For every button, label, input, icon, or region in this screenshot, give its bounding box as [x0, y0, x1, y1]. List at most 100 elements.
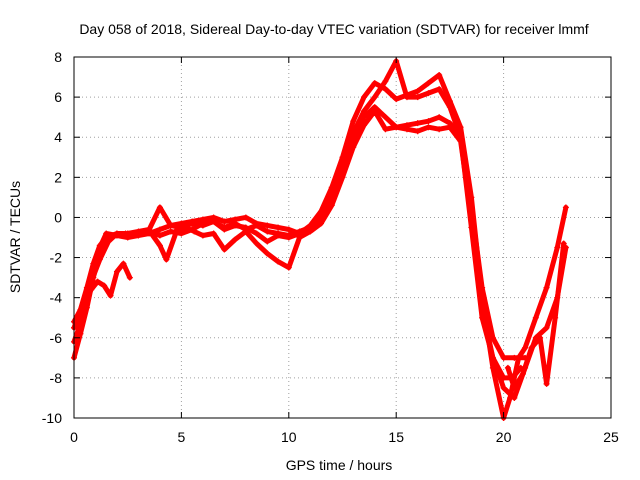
series-track-5 [81, 260, 133, 305]
series-track-4 [71, 108, 524, 381]
data-point [360, 122, 367, 129]
data-point [552, 314, 559, 321]
data-point [382, 86, 389, 93]
data-point [210, 230, 217, 237]
data-point [156, 242, 163, 249]
data-point [382, 78, 389, 85]
data-point [296, 234, 303, 241]
series-track-6 [504, 240, 567, 391]
data-point [264, 222, 271, 229]
x-tick-label: 10 [281, 429, 297, 445]
data-point [537, 334, 544, 341]
data-point [500, 384, 507, 391]
data-point [382, 114, 389, 121]
data-point [371, 108, 378, 115]
series-line [71, 72, 569, 421]
data-point [543, 284, 550, 291]
chart-title: Day 058 of 2018, Sidereal Day-to-day VTE… [79, 21, 588, 37]
data-point [307, 228, 314, 235]
series-line [71, 108, 524, 381]
y-tick-label: 0 [54, 209, 62, 225]
data-point [113, 268, 120, 275]
data-point [94, 278, 101, 285]
series-line [505, 241, 567, 391]
data-point [528, 344, 535, 351]
data-point [88, 286, 95, 293]
data-point [191, 228, 198, 235]
data-point [339, 174, 346, 181]
y-tick-label: 8 [54, 49, 62, 65]
data-point [103, 234, 110, 241]
data-point [88, 278, 95, 285]
data-point [350, 118, 357, 125]
data-point [113, 230, 120, 237]
x-tick-label: 15 [388, 429, 404, 445]
data-point [522, 344, 529, 351]
data-point [560, 240, 567, 247]
data-point [210, 218, 217, 225]
data-point [182, 224, 189, 231]
y-tick-label: -10 [42, 410, 62, 426]
data-point [107, 292, 114, 299]
data-point [189, 220, 196, 227]
data-point [126, 274, 133, 281]
data-point [221, 218, 228, 225]
x-tick-label: 0 [70, 429, 78, 445]
data-point [500, 354, 507, 361]
data-point [148, 230, 155, 237]
data-point [221, 246, 228, 253]
data-point [371, 80, 378, 87]
data-point [120, 260, 127, 267]
data-point [562, 204, 569, 211]
data-point [511, 354, 518, 361]
data-point [360, 108, 367, 115]
data-point [446, 124, 453, 131]
data-point [139, 228, 146, 235]
data-point [532, 314, 539, 321]
data-point [232, 236, 239, 243]
series-line [82, 261, 133, 305]
data-point [543, 324, 550, 331]
data-point [554, 244, 561, 251]
data-point [264, 228, 271, 235]
data-point [77, 320, 84, 327]
data-point [174, 226, 181, 233]
data-point [79, 302, 86, 309]
data-point [350, 144, 357, 151]
data-point [253, 222, 260, 229]
data-point [436, 72, 443, 79]
data-point [519, 370, 526, 377]
data-point [425, 124, 432, 131]
data-point [446, 104, 453, 111]
data-point [436, 126, 443, 133]
data-point [371, 94, 378, 101]
data-point [403, 126, 410, 133]
data-point [543, 380, 550, 387]
data-point [253, 230, 260, 237]
data-point [221, 226, 228, 233]
data-point [242, 214, 249, 221]
data-point [285, 226, 292, 233]
y-tick-label: -8 [50, 370, 63, 386]
data-point [81, 298, 88, 305]
y-tick-label: -6 [50, 330, 63, 346]
data-point [275, 232, 282, 239]
data-point [199, 220, 206, 227]
data-point [504, 364, 511, 371]
y-tick-label: -4 [50, 290, 63, 306]
data-point [414, 120, 421, 127]
data-point [328, 202, 335, 209]
data-point [360, 114, 367, 121]
data-point [96, 256, 103, 263]
data-point [253, 240, 260, 247]
data-point [479, 304, 486, 311]
data-point [275, 224, 282, 231]
data-point [414, 128, 421, 135]
data-point [393, 124, 400, 131]
data-point [242, 228, 249, 235]
data-point [156, 226, 163, 233]
axis-ticks: 0 5 10 15 20 25 -10 -8 -6 -4 -2 0 2 4 6 8 [42, 49, 619, 445]
x-tick-label: 20 [496, 429, 512, 445]
data-point [393, 96, 400, 103]
y-axis-label: SDTVAR / TECUs [7, 181, 23, 293]
